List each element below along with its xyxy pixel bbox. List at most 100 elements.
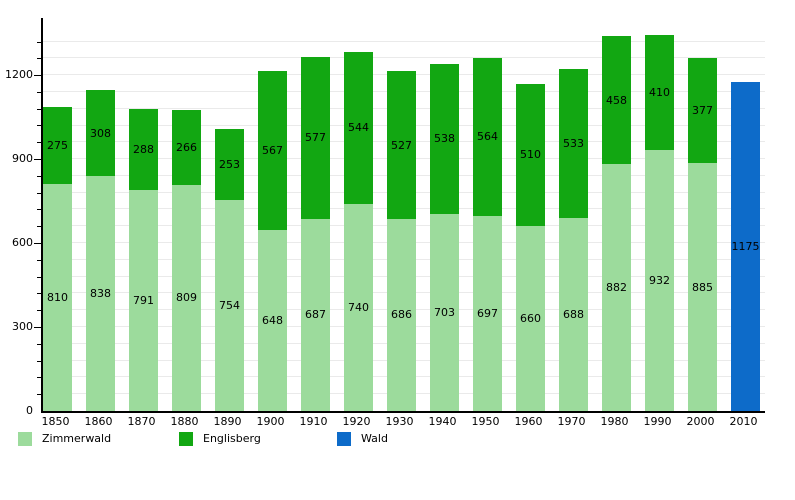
bar-segment-englisberg: 308 (86, 90, 115, 177)
bar-1870: 791 288 (129, 18, 158, 411)
value-label: 688 (563, 308, 584, 322)
value-label: 740 (348, 300, 369, 314)
x-tick-label: 2000 (686, 415, 715, 428)
value-label: 288 (133, 142, 154, 156)
bar-segment-englisberg: 458 (602, 35, 631, 165)
y-tick-label: 300 (12, 320, 33, 334)
y-minor-tick (37, 377, 41, 379)
x-tick-label: 1990 (643, 415, 672, 428)
bar-segment-englisberg: 288 (129, 108, 158, 190)
bar-segment-zimmerwald: 932 (645, 150, 674, 411)
bar-segment-zimmerwald: 648 (258, 229, 287, 411)
x-tick-label: 1890 (213, 415, 242, 428)
x-tick-label: 1870 (127, 415, 156, 428)
bar-segment-zimmerwald: 791 (129, 189, 158, 411)
value-label: 838 (90, 287, 111, 301)
bar-1890: 754 253 (215, 18, 244, 411)
value-label: 882 (606, 281, 627, 295)
y-minor-tick (37, 91, 41, 93)
value-label: 410 (649, 86, 670, 100)
y-minor-tick (37, 293, 41, 295)
bar-1910: 687 577 (301, 18, 330, 411)
value-label: 703 (434, 306, 455, 320)
bar-segment-zimmerwald: 703 (430, 214, 459, 411)
value-label: 275 (47, 139, 68, 153)
value-label: 510 (520, 148, 541, 162)
bar-segment-zimmerwald: 697 (473, 215, 502, 411)
bar-segment-englisberg: 275 (43, 107, 72, 185)
bar-segment-zimmerwald: 660 (516, 226, 545, 411)
x-tick-label: 2010 (729, 415, 758, 428)
y-minor-tick (37, 209, 41, 211)
bar-segment-englisberg: 510 (516, 83, 545, 227)
bar-segment-zimmerwald: 810 (43, 184, 72, 411)
bar-segment-englisberg: 377 (688, 57, 717, 164)
bar-segment-zimmerwald: 740 (344, 203, 373, 411)
y-minor-tick (37, 142, 41, 144)
value-label: 577 (305, 131, 326, 145)
value-label: 266 (176, 140, 197, 154)
y-tick-label: 600 (12, 236, 33, 250)
y-major-tick (34, 159, 41, 161)
legend-item-wald: Wald (337, 431, 388, 446)
y-tick-label: 1200 (5, 68, 33, 82)
x-tick-label: 1850 (41, 415, 70, 428)
bar-segment-zimmerwald: 688 (559, 218, 588, 411)
value-label: 253 (219, 158, 240, 172)
value-label: 377 (692, 104, 713, 118)
value-label: 809 (176, 291, 197, 305)
bar-segment-zimmerwald: 686 (387, 218, 416, 411)
bar-1880: 809 266 (172, 18, 201, 411)
bar-segment-englisberg: 266 (172, 110, 201, 185)
value-label: 687 (305, 308, 326, 322)
value-label: 308 (90, 126, 111, 140)
y-minor-tick (37, 41, 41, 43)
y-minor-tick (37, 310, 41, 312)
bar-segment-englisberg: 410 (645, 35, 674, 151)
bar-segment-zimmerwald: 885 (688, 163, 717, 411)
x-tick-label: 1880 (170, 415, 199, 428)
bar-segment-englisberg: 564 (473, 58, 502, 216)
bar-segment-englisberg: 538 (430, 63, 459, 215)
bar-segment-englisberg: 253 (215, 129, 244, 200)
value-label: 1175 (731, 240, 760, 254)
legend-label-zimmerwald: Zimmerwald (42, 432, 112, 445)
x-tick-label: 1920 (342, 415, 371, 428)
bar-1940: 703 538 (430, 18, 459, 411)
bar-1970: 688 533 (559, 18, 588, 411)
legend-label-wald: Wald (361, 432, 388, 445)
bar-segment-zimmerwald: 687 (301, 218, 330, 411)
bar-segment-zimmerwald: 754 (215, 199, 244, 411)
bar-1850: 810 275 (43, 18, 72, 411)
y-major-tick (34, 75, 41, 77)
y-minor-tick (37, 175, 41, 177)
bar-segment-englisberg: 577 (301, 57, 330, 219)
legend-swatch-wald (337, 431, 351, 446)
y-tick-label: 900 (12, 152, 33, 166)
y-major-tick (34, 243, 41, 245)
x-tick-label: 1970 (557, 415, 586, 428)
plot-area: 810 275 838 308 791 288 809 266 754 253 648 567 687 5… (41, 18, 765, 413)
y-minor-tick (37, 259, 41, 261)
bar-2000: 885 377 (688, 18, 717, 411)
bar-1930: 686 527 (387, 18, 416, 411)
bar-segment-wald: 1175 (731, 82, 760, 411)
value-label: 754 (219, 298, 240, 312)
value-label: 791 (133, 293, 154, 307)
bar-segment-zimmerwald: 809 (172, 184, 201, 411)
value-label: 686 (391, 308, 412, 322)
bar-1860: 838 308 (86, 18, 115, 411)
legend-item-zimmerwald: Zimmerwald (18, 431, 111, 446)
y-major-tick (34, 327, 41, 329)
value-label: 458 (606, 93, 627, 107)
x-tick-label: 1860 (84, 415, 113, 428)
legend-item-englisberg: Englisberg (179, 431, 261, 446)
bar-1990: 932 410 (645, 18, 674, 411)
bar-1950: 697 564 (473, 18, 502, 411)
x-tick-label: 1930 (385, 415, 414, 428)
value-label: 538 (434, 132, 455, 146)
y-minor-tick (37, 58, 41, 60)
bar-1900: 648 567 (258, 18, 287, 411)
x-tick-label: 1940 (428, 415, 457, 428)
